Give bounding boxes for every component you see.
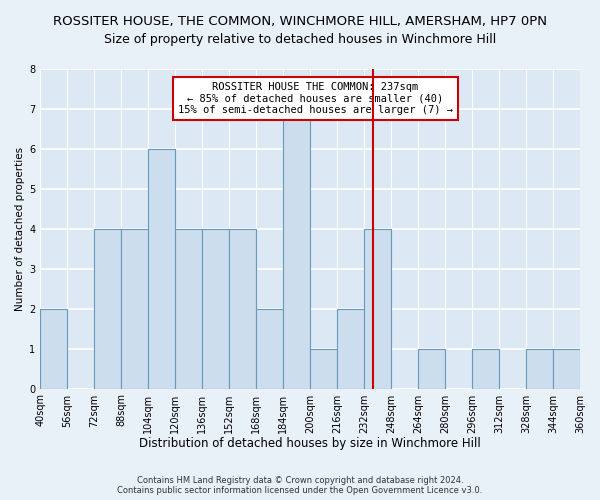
Bar [40, 308, 67, 388]
Bar [229, 229, 256, 388]
Bar [256, 308, 283, 388]
Text: Size of property relative to detached houses in Winchmore Hill: Size of property relative to detached ho… [104, 32, 496, 46]
Text: Contains HM Land Registry data © Crown copyright and database right 2024.
Contai: Contains HM Land Registry data © Crown c… [118, 476, 482, 495]
Bar [364, 229, 391, 388]
Bar [553, 348, 580, 389]
Text: ROSSITER HOUSE THE COMMON: 237sqm
← 85% of detached houses are smaller (40)
15% : ROSSITER HOUSE THE COMMON: 237sqm ← 85% … [178, 82, 453, 115]
Bar [526, 348, 553, 389]
Bar [283, 109, 310, 388]
Bar [94, 229, 121, 388]
Bar [148, 149, 175, 388]
Bar [472, 348, 499, 389]
X-axis label: Distribution of detached houses by size in Winchmore Hill: Distribution of detached houses by size … [139, 437, 481, 450]
Bar [310, 348, 337, 389]
Text: ROSSITER HOUSE, THE COMMON, WINCHMORE HILL, AMERSHAM, HP7 0PN: ROSSITER HOUSE, THE COMMON, WINCHMORE HI… [53, 15, 547, 28]
Bar [418, 348, 445, 389]
Bar [121, 229, 148, 388]
Bar [337, 308, 364, 388]
Bar [202, 229, 229, 388]
Y-axis label: Number of detached properties: Number of detached properties [15, 146, 25, 311]
Bar [175, 229, 202, 388]
